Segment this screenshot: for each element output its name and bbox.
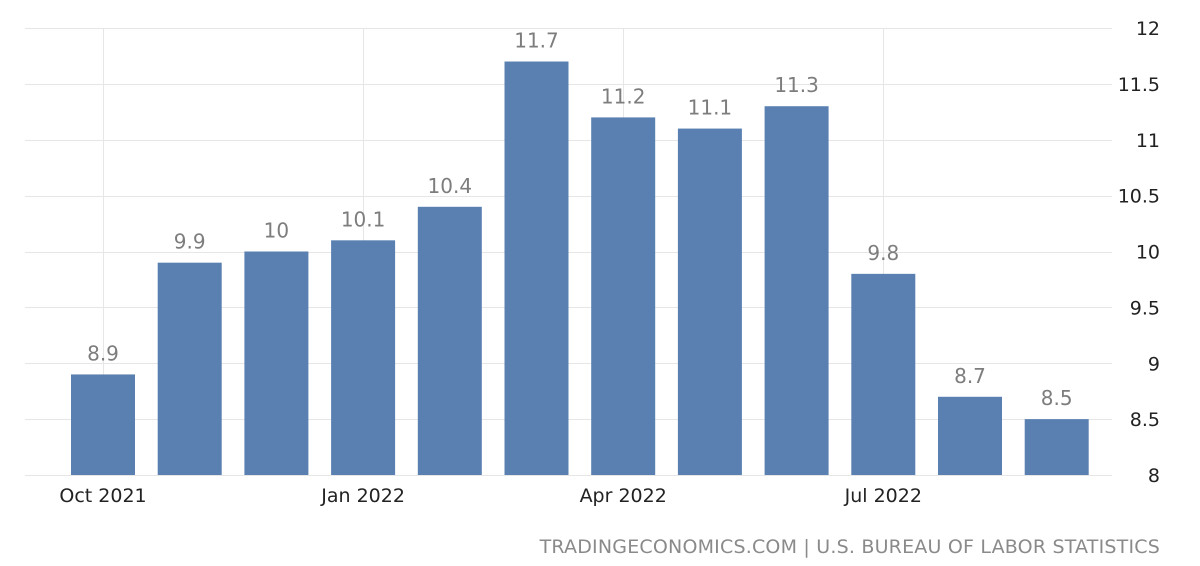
data-labels: 8.9 9.9 10 10.1 10.4 11.7 11.2 11.1 11.3 9.8 8.7 8.… bbox=[87, 29, 1073, 411]
bar-6 bbox=[591, 117, 656, 476]
y-tick-label-1: 8.5 bbox=[1130, 409, 1160, 431]
data-label-9: 9.8 bbox=[867, 241, 899, 265]
y-tick-label-2: 9 bbox=[1148, 353, 1160, 375]
y-tick-label-6: 11 bbox=[1136, 130, 1160, 152]
y-tick-label-5: 10.5 bbox=[1118, 186, 1160, 208]
y-axis: 8 8.5 9 9.5 10 10.5 11 11.5 12 bbox=[1118, 18, 1160, 487]
bar-3 bbox=[331, 240, 396, 475]
data-label-3: 10.1 bbox=[341, 207, 386, 231]
x-tick-label-0: Oct 2021 bbox=[59, 485, 146, 507]
bar-9 bbox=[851, 273, 916, 475]
data-label-8: 11.3 bbox=[774, 73, 819, 97]
y-tick-label-0: 8 bbox=[1148, 465, 1160, 487]
x-tick-label-2: Apr 2022 bbox=[580, 485, 667, 507]
x-tick-label-1: Jan 2022 bbox=[320, 485, 405, 507]
x-tick-label-3: Jul 2022 bbox=[844, 485, 922, 507]
source-attribution: TRADINGECONOMICS.COM | U.S. BUREAU OF LA… bbox=[539, 536, 1160, 558]
y-tick-label-7: 11.5 bbox=[1118, 74, 1160, 96]
x-axis: Oct 2021 Jan 2022 Apr 2022 Jul 2022 bbox=[59, 485, 922, 507]
data-label-11: 8.5 bbox=[1041, 386, 1073, 410]
bar-1 bbox=[157, 262, 222, 475]
data-label-6: 11.2 bbox=[601, 84, 646, 108]
bar-11 bbox=[1024, 419, 1089, 475]
bar-5 bbox=[504, 61, 569, 476]
bar-0 bbox=[71, 374, 135, 475]
bar-2 bbox=[244, 251, 309, 475]
y-tick-label-4: 10 bbox=[1136, 242, 1160, 264]
data-label-4: 10.4 bbox=[428, 174, 473, 198]
bar-8 bbox=[764, 106, 829, 475]
data-label-5: 11.7 bbox=[514, 29, 559, 53]
bar-4 bbox=[417, 206, 482, 476]
bars bbox=[71, 61, 1089, 476]
bar-10 bbox=[938, 396, 1002, 475]
data-label-10: 8.7 bbox=[954, 364, 986, 388]
y-tick-label-8: 12 bbox=[1136, 18, 1160, 40]
data-label-1: 9.9 bbox=[174, 230, 206, 254]
data-label-7: 11.1 bbox=[688, 96, 733, 120]
data-label-2: 10 bbox=[264, 219, 289, 243]
bar-7 bbox=[677, 128, 742, 475]
y-tick-label-3: 9.5 bbox=[1130, 297, 1160, 319]
data-label-0: 8.9 bbox=[87, 341, 119, 365]
